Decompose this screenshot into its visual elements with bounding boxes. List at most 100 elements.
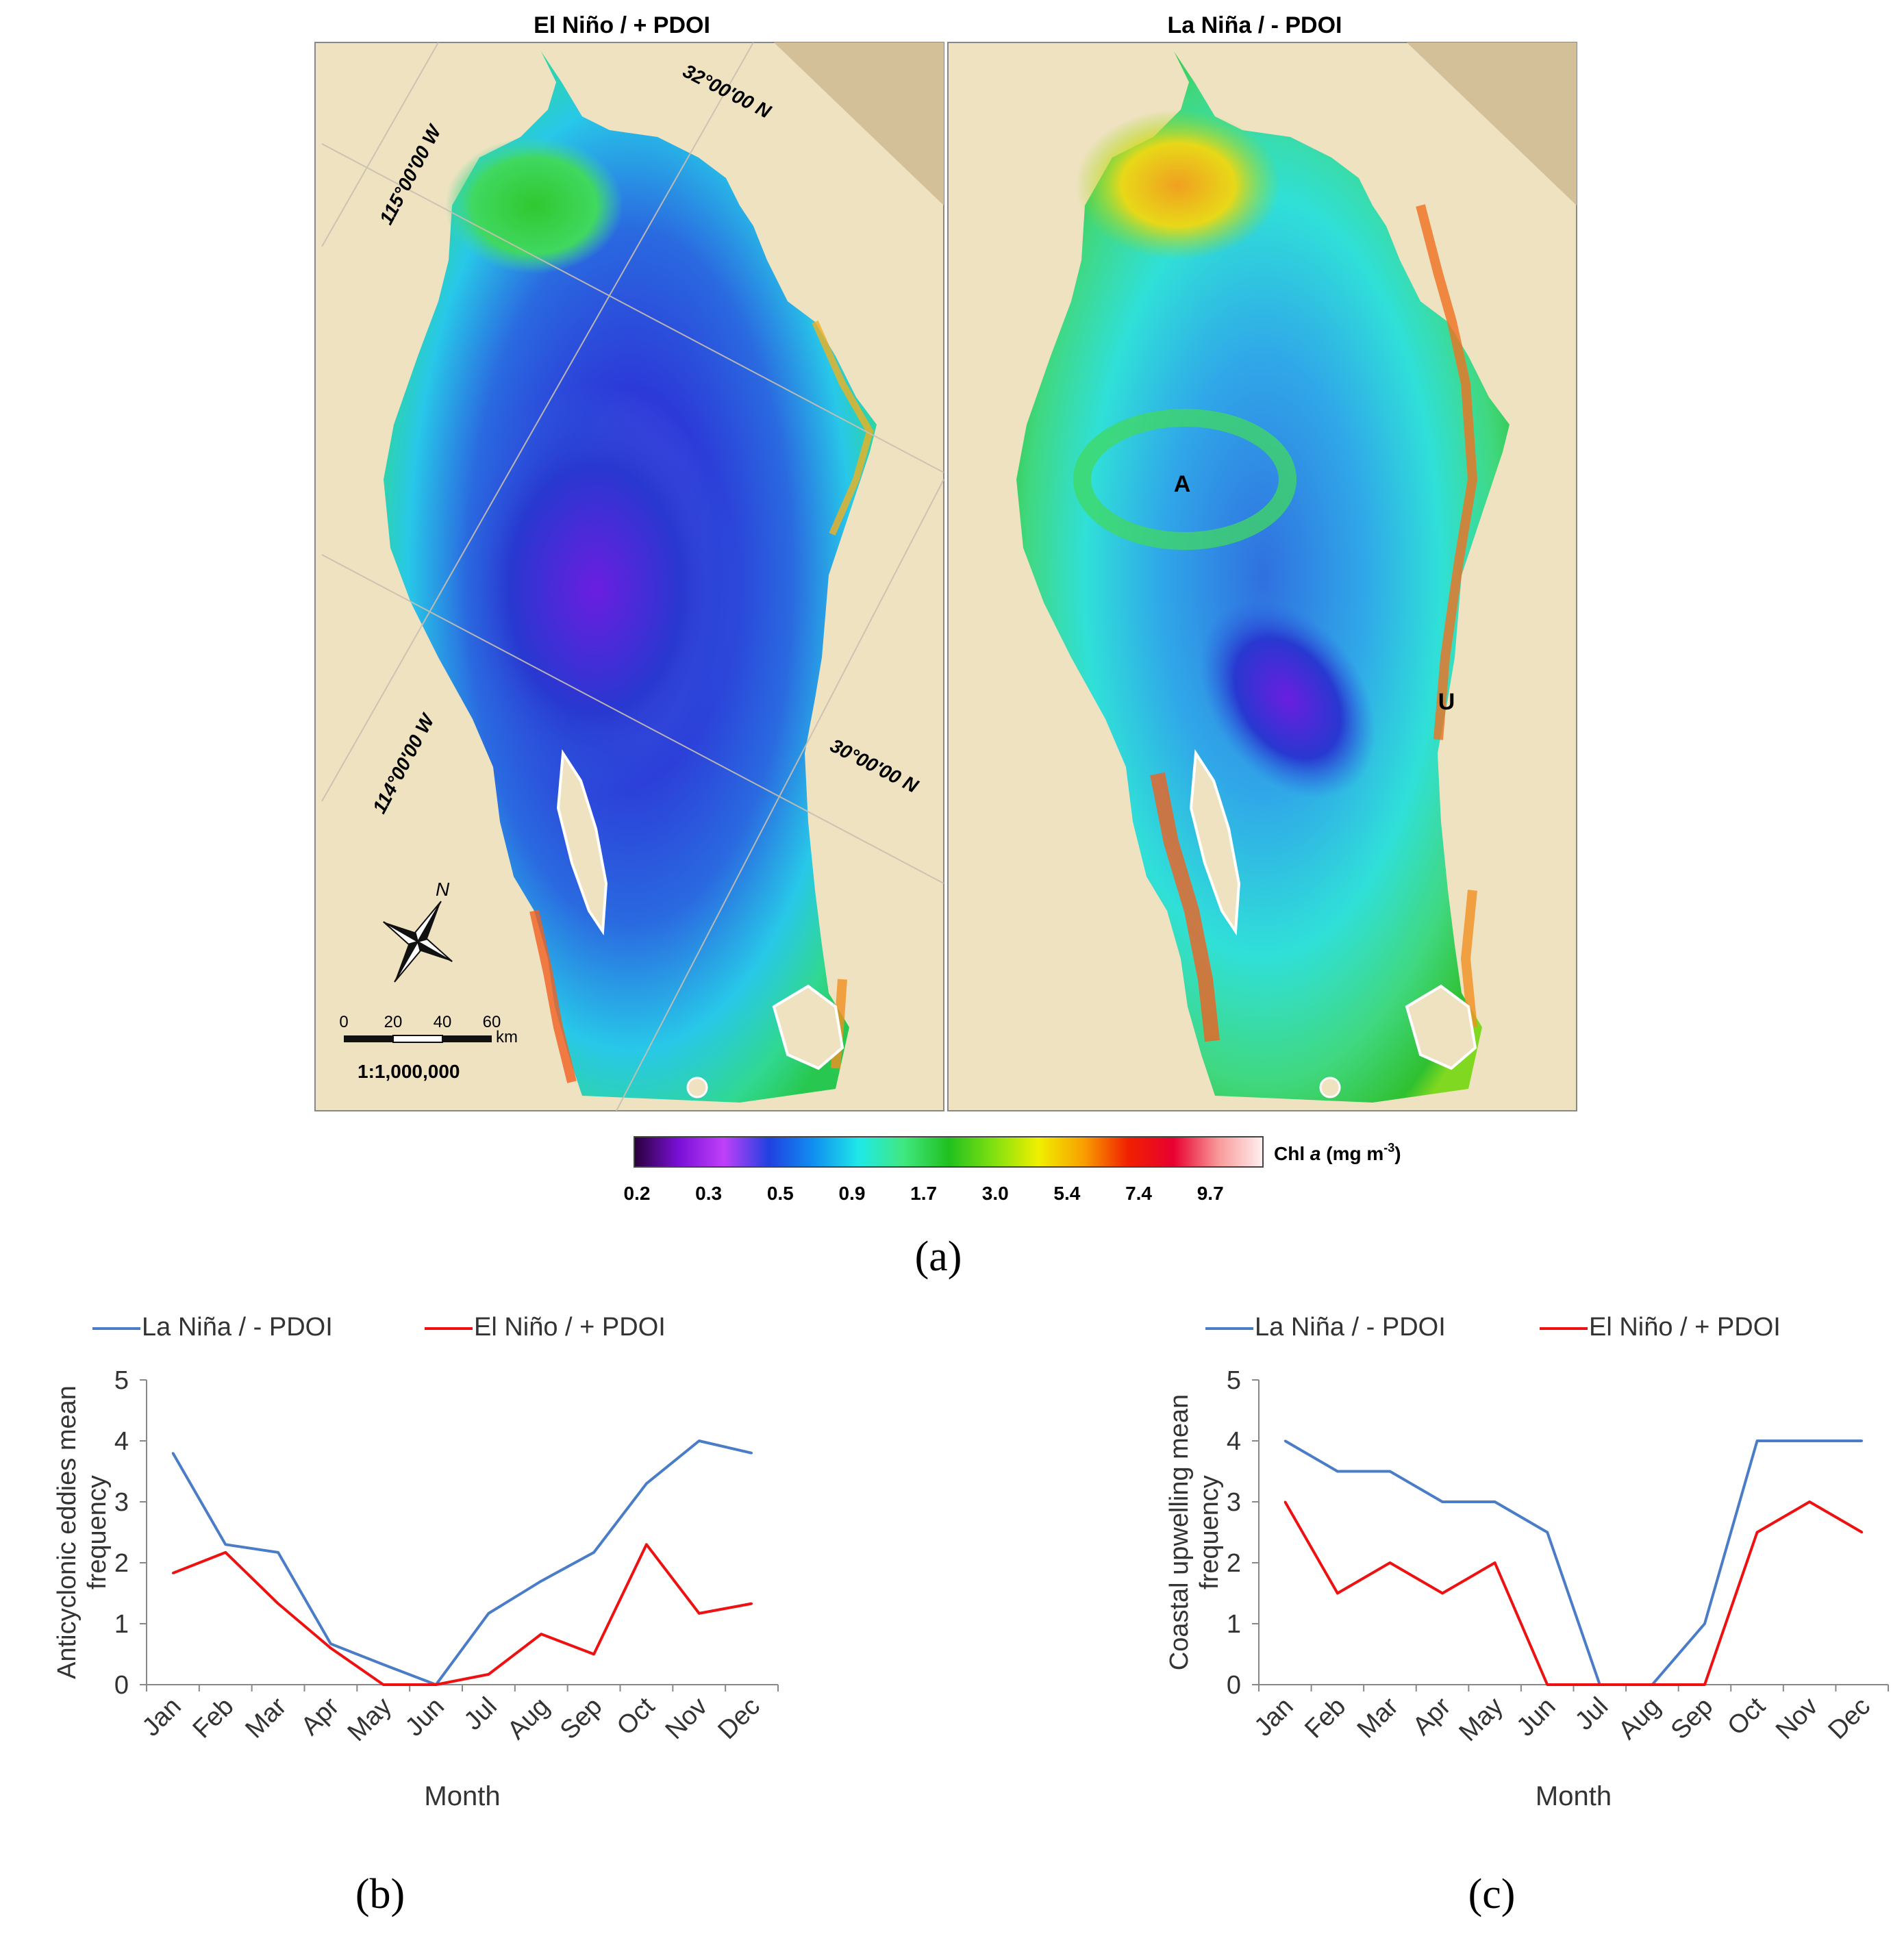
y-tick-label: 0 xyxy=(114,1671,129,1700)
panel-label-a: (a) xyxy=(915,1233,962,1280)
data-point xyxy=(1283,1500,1286,1503)
x-tick-label: Sep xyxy=(555,1692,608,1746)
colorbar-tick-label: 7.4 xyxy=(1125,1183,1152,1204)
data-point xyxy=(1808,1500,1811,1503)
colorbar-tick-label: 0.9 xyxy=(838,1183,865,1204)
y-axis-title: frequency xyxy=(1195,1475,1224,1589)
series-line xyxy=(1283,1500,1863,1686)
data-point xyxy=(1808,1440,1811,1442)
northern-warm-zone xyxy=(1075,110,1281,260)
y-axis-title: Anticyclonic eddies mean xyxy=(53,1385,82,1679)
x-tick-label: Aug xyxy=(502,1692,555,1746)
island-angel-de-la-guarda xyxy=(556,749,608,935)
scale-tick-20: 20 xyxy=(384,1013,403,1031)
island-tiburon xyxy=(1405,984,1477,1070)
data-point xyxy=(329,1642,332,1645)
island-small xyxy=(686,1077,708,1098)
y-tick-label: 5 xyxy=(114,1366,129,1395)
x-tick-label: Jun xyxy=(1512,1692,1562,1742)
colorbar-label: Chl a (mg m-3) xyxy=(1274,1141,1401,1164)
data-point xyxy=(1756,1440,1759,1442)
y-tick-label: 3 xyxy=(1227,1488,1241,1517)
data-point xyxy=(1703,1622,1706,1625)
colorbar-tick-label: 0.2 xyxy=(624,1183,651,1204)
y-tick-label: 4 xyxy=(1227,1427,1241,1456)
x-tick-label: Feb xyxy=(188,1692,240,1744)
map-title-el-nino: El Niño / + PDOI xyxy=(534,12,710,38)
marker-upwelling: U xyxy=(1438,689,1455,715)
data-point xyxy=(1651,1683,1653,1686)
island-angel-de-la-guarda xyxy=(1189,749,1241,935)
data-point xyxy=(592,1551,595,1554)
island-tiburon xyxy=(772,984,844,1070)
data-point xyxy=(1703,1683,1706,1686)
x-tick-label: Jul xyxy=(459,1692,503,1736)
colorbar-tick-label: 5.4 xyxy=(1053,1183,1080,1204)
x-tick-label: Aug xyxy=(1613,1692,1666,1746)
data-point xyxy=(540,1633,542,1635)
scale-tick-60: 60 xyxy=(483,1013,501,1031)
y-tick-label: 2 xyxy=(1227,1549,1241,1578)
x-tick-label: Oct xyxy=(1722,1692,1771,1741)
data-point xyxy=(329,1647,332,1650)
y-tick-label: 3 xyxy=(114,1488,129,1517)
colorbar-label-prefix: Chl xyxy=(1274,1143,1310,1164)
x-tick-label: Dec xyxy=(712,1692,765,1745)
colorbar-tick-label: 1.7 xyxy=(910,1183,937,1204)
data-point xyxy=(171,1452,174,1455)
series-line xyxy=(171,1440,753,1686)
data-point xyxy=(277,1602,279,1605)
data-point xyxy=(1388,1561,1391,1564)
x-tick-label: Apr xyxy=(296,1692,345,1741)
map-title-la-nina: La Niña / - PDOI xyxy=(1167,12,1342,38)
data-point xyxy=(1283,1440,1286,1442)
series-line xyxy=(172,1543,752,1686)
colorbar: 0.2 0.3 0.5 0.9 1.7 3.0 5.4 7.4 9.7 Chl a (mg m-… xyxy=(624,1136,1401,1204)
colorbar-tick-label: 0.5 xyxy=(767,1183,794,1204)
line-chart-b: La Niña / - PDOI El Niño / + PDOI 0 1 2 3 4 5 Ja… xyxy=(53,1313,779,1811)
colorbar-label-exp: -3 xyxy=(1383,1141,1394,1155)
data-point xyxy=(224,1543,227,1546)
scale-ratio: 1:1,000,000 xyxy=(358,1061,460,1082)
x-axis-title: Month xyxy=(1536,1781,1612,1811)
data-point xyxy=(382,1683,385,1686)
series-line xyxy=(1284,1440,1862,1686)
sea-surface-la-nina xyxy=(1016,51,1510,1103)
x-tick-label: Jan xyxy=(137,1692,187,1742)
x-tick-label: May xyxy=(342,1692,397,1747)
marker-anticyclonic-eddy: A xyxy=(1174,471,1191,497)
scale-bar: 0 20 40 60 km 1:1,000,000 xyxy=(339,1013,518,1082)
data-point xyxy=(382,1663,385,1666)
x-tick-label: Oct xyxy=(612,1692,661,1741)
coastal-fringe-east xyxy=(812,320,874,536)
data-point xyxy=(1861,1531,1864,1533)
data-point xyxy=(487,1612,490,1615)
data-point xyxy=(1756,1531,1759,1533)
data-point xyxy=(487,1673,490,1676)
colorbar-ticks: 0.2 0.3 0.5 0.9 1.7 3.0 5.4 7.4 9.7 xyxy=(624,1183,1224,1204)
oligotrophic-core-la-nina xyxy=(1199,599,1376,799)
north-arrow-icon xyxy=(383,901,453,983)
map-panel-la-nina: La Niña / - PDOI A U xyxy=(947,12,1577,1111)
colorbar-label-suffix: ) xyxy=(1394,1143,1401,1164)
colorbar-tick-label: 0.3 xyxy=(695,1183,722,1204)
y-tick-label: 4 xyxy=(114,1427,129,1456)
line-chart-c: La Niña / - PDOI El Niño / + PDOI 0 1 2 3 4 5 Ja… xyxy=(1165,1313,1889,1811)
x-tick-label: Jul xyxy=(1570,1692,1614,1736)
x-tick-label: Apr xyxy=(1407,1692,1457,1741)
legend-label: La Niña / - PDOI xyxy=(142,1313,333,1342)
x-tick-label: Nov xyxy=(660,1692,713,1745)
data-point xyxy=(1546,1683,1549,1686)
y-tick-label: 0 xyxy=(1227,1671,1241,1700)
x-tick-label: Nov xyxy=(1770,1692,1823,1745)
data-point xyxy=(1861,1440,1864,1442)
data-point xyxy=(1441,1500,1444,1503)
x-axis-title: Month xyxy=(424,1781,500,1811)
y-axis-title: Coastal upwelling mean xyxy=(1165,1394,1194,1670)
anticyclonic-eddy-ring xyxy=(1073,409,1297,550)
legend-label: La Niña / - PDOI xyxy=(1255,1313,1446,1342)
land-corner-shade xyxy=(774,42,944,205)
legend-label: El Niño / + PDOI xyxy=(1589,1313,1781,1342)
y-tick-label: 5 xyxy=(1227,1366,1241,1395)
